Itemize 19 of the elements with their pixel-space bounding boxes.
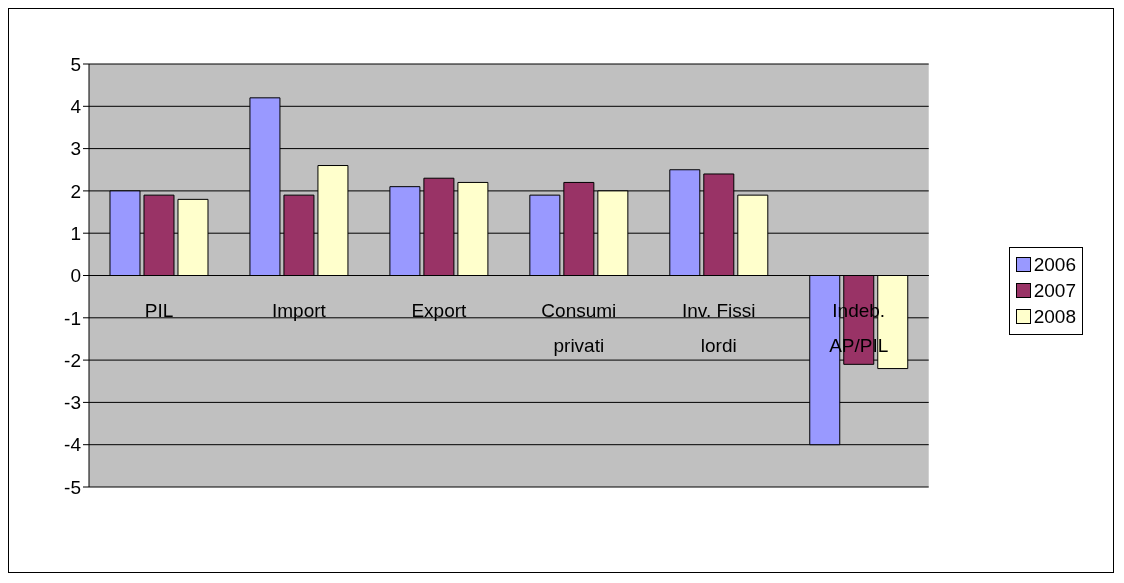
y-tick-label: -5 <box>64 476 81 498</box>
y-tick-label: -2 <box>64 349 81 371</box>
x-tick-label: Inv. Fissi lordi <box>682 299 756 356</box>
y-tick-label: 1 <box>70 222 81 244</box>
x-tick-label: Consumi privati <box>541 299 617 356</box>
x-tick-label: PIL <box>144 299 174 321</box>
y-tick-label: 3 <box>70 138 81 160</box>
y-tick-label: -1 <box>64 307 81 329</box>
x-tick-label: Import <box>272 299 327 321</box>
y-tick-label: 5 <box>70 53 81 75</box>
legend-label: 2008 <box>1033 304 1076 329</box>
y-tick-label: -3 <box>64 392 81 414</box>
y-tick-label: 2 <box>70 180 81 202</box>
y-tick-label: 0 <box>70 265 81 287</box>
legend-label: 2006 <box>1033 252 1076 277</box>
x-tick-label: Export <box>411 299 468 321</box>
y-tick-label: -4 <box>64 434 82 456</box>
legend-label: 2007 <box>1033 278 1076 303</box>
y-tick-label: 4 <box>70 96 82 118</box>
